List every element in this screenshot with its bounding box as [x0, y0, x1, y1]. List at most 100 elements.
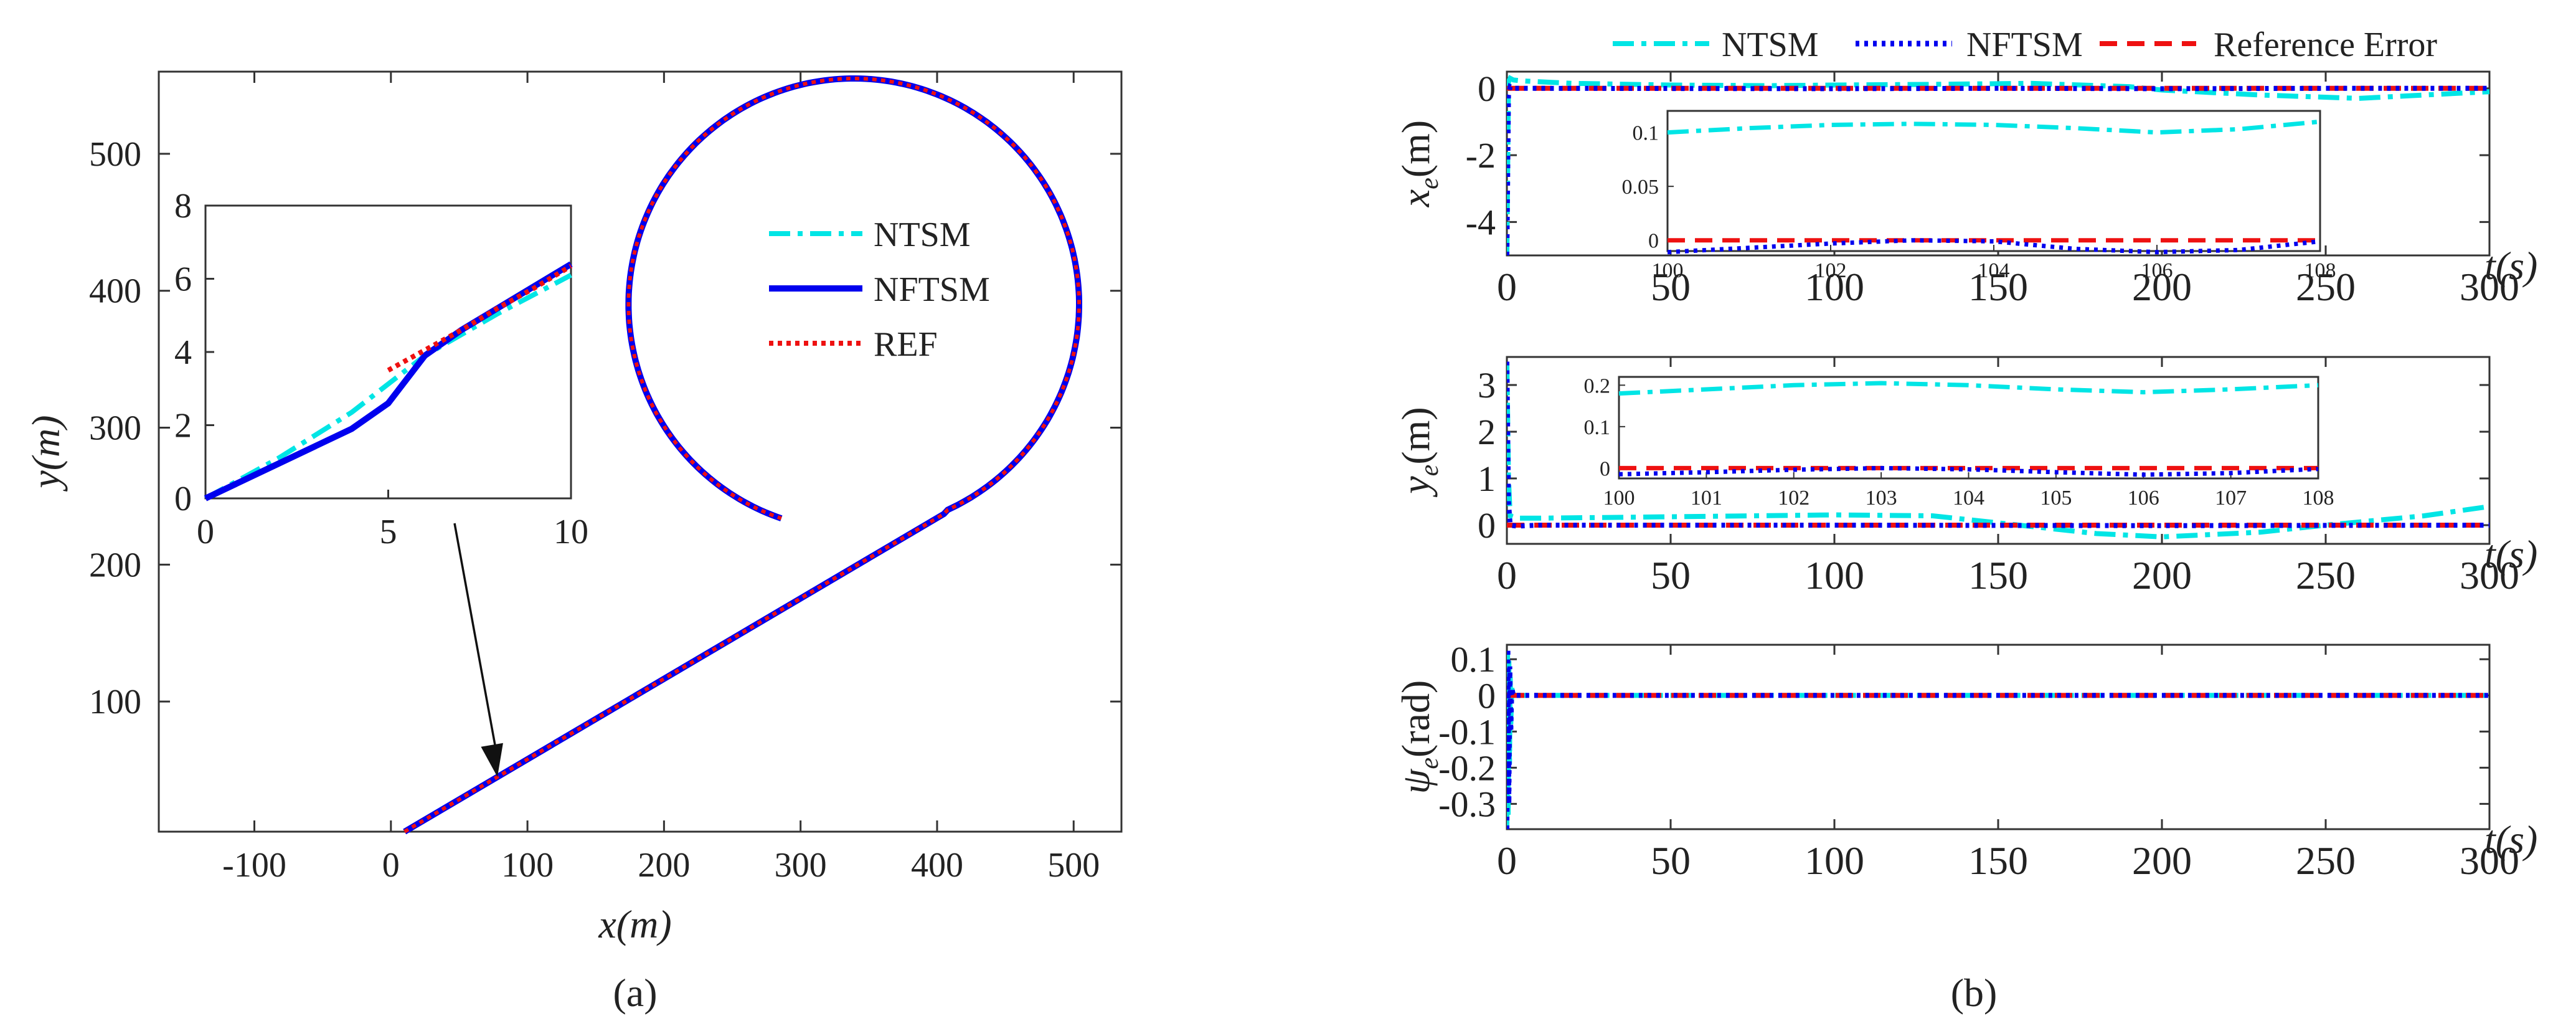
- ye-subplot: 0 50 100 150 200 250 300 0 1 2 3 ye(m) t(s) 100 101 102…: [1394, 356, 2537, 597]
- y-tick-label: 1: [1478, 459, 1496, 499]
- y-tick-label: 100: [89, 683, 141, 721]
- x-tick-label: 50: [1651, 265, 1691, 309]
- x-tick-label: 0: [1497, 553, 1517, 597]
- inset-line-ref: [387, 264, 573, 373]
- x-tick-label: 100: [501, 846, 554, 885]
- x-tick-label: 250: [2296, 265, 2356, 309]
- trajectory-inset-box: [204, 204, 572, 500]
- inset-x-tick-label: 102: [1778, 487, 1809, 510]
- inset-x-tick-label: 100: [1603, 487, 1635, 510]
- x-tick-label: 200: [2132, 553, 2192, 597]
- legend-label-reference-error: Reference Error: [2214, 26, 2437, 64]
- y-tick-label: 300: [89, 409, 141, 448]
- x-tick-label: 400: [911, 846, 963, 885]
- zoom-arrow-head: [481, 743, 503, 777]
- y-tick-label: -0.2: [1438, 748, 1496, 788]
- y-tick-label: 2: [1478, 412, 1496, 452]
- panel-b-label: (b): [1951, 971, 1998, 1015]
- xe-line-ntsm: [1507, 75, 2489, 255]
- ye-y-axis-label: ye(m): [1394, 407, 1444, 497]
- inset-x-tick-label: 106: [2128, 487, 2159, 510]
- ye-inset-line-nftsm: [1618, 465, 2319, 477]
- y-tick-label: -4: [1466, 202, 1496, 242]
- inset-y-tick-label: 8: [174, 187, 192, 226]
- x-tick-label: 250: [2296, 553, 2356, 597]
- y-axis-label: y(m): [24, 415, 68, 492]
- inset-line-ntsm: [204, 273, 572, 501]
- x-tick-label: 100: [1805, 839, 1864, 883]
- y-tick-label: 500: [89, 135, 141, 174]
- inset-y-tick-label: 0.1: [1584, 416, 1611, 439]
- inset-y-tick-label: 4: [174, 333, 192, 372]
- trajectory-line-ref: [403, 77, 1081, 834]
- inset-line-nftsm: [204, 261, 573, 501]
- inset-x-tick-label: 106: [2141, 259, 2173, 282]
- inset-x-tick-label: 107: [2215, 487, 2247, 510]
- legend-label-nftsm: NFTSM: [1966, 26, 2083, 64]
- xe-inset-line-ntsm: [1667, 119, 2321, 135]
- inset-y-tick-label: 0.1: [1633, 122, 1659, 145]
- ye-inset-box: [1618, 376, 2319, 480]
- inset-y-tick-label: 0: [174, 480, 192, 518]
- inset-x-tick-label: 100: [1652, 259, 1684, 282]
- x-tick-label: 100: [1805, 553, 1864, 597]
- y-tick-label: -2: [1466, 135, 1496, 176]
- x-tick-label: 0: [1497, 265, 1517, 309]
- x-tick-label: 200: [2132, 839, 2192, 883]
- x-tick-label: 250: [2296, 839, 2356, 883]
- x-tick-label: 200: [2132, 265, 2192, 309]
- x-tick-label: 100: [1805, 265, 1864, 309]
- x-tick-label: 150: [1968, 265, 2028, 309]
- x-tick-label: 50: [1651, 553, 1691, 597]
- psie-line-nftsm: [1507, 648, 2489, 829]
- inset-x-tick-label: 108: [2303, 487, 2334, 510]
- xe-inset-box: [1666, 110, 2321, 252]
- legend-label-ntsm: NTSM: [874, 216, 971, 254]
- x-axis-label: x(m): [598, 902, 671, 946]
- x-tick-label: 0: [382, 846, 400, 885]
- psie-axes-box: [1506, 644, 2491, 830]
- inset-y-tick-label: 6: [174, 260, 192, 299]
- x-tick-label: 300: [2460, 553, 2519, 597]
- x-tick-label: 150: [1968, 553, 2028, 597]
- ye-line-nftsm: [1507, 361, 2489, 529]
- psie-curves: [1507, 648, 2489, 829]
- inset-x-tick-label: 0: [197, 513, 214, 551]
- ye-curves: [1507, 361, 2489, 539]
- psie-y-axis-label: ψe(rad): [1394, 680, 1444, 794]
- x-tick-label: 300: [2460, 265, 2519, 309]
- x-tick-label: -100: [222, 846, 286, 885]
- error-panel: NTSM NFTSM Reference Error 0 50 100 150 200 250…: [1394, 26, 2537, 1015]
- inset-x-tick-label: 101: [1691, 487, 1722, 510]
- psie-x-axis-label: t(s): [2484, 817, 2537, 862]
- zoom-arrow: [453, 523, 499, 759]
- inset-x-tick-label: 103: [1866, 487, 1897, 510]
- inset-y-tick-label: 0.05: [1622, 176, 1659, 199]
- y-tick-label: 3: [1478, 365, 1496, 406]
- y-tick-label: -0.3: [1438, 784, 1496, 824]
- inset-x-tick-label: 108: [2305, 259, 2336, 282]
- inset-x-tick-label: 102: [1815, 259, 1847, 282]
- x-tick-label: 200: [638, 846, 690, 885]
- y-tick-label: 400: [89, 272, 141, 311]
- inset-x-tick-label: 105: [2040, 487, 2072, 510]
- inset-x-tick-label: 104: [1978, 259, 2010, 282]
- y-tick-label: 0.1: [1451, 639, 1496, 680]
- x-tick-label: 300: [2460, 839, 2519, 883]
- xe-x-axis-label: t(s): [2484, 244, 2537, 288]
- legend-label-ntsm: NTSM: [1722, 26, 1819, 64]
- inset-y-tick-label: 0.2: [1584, 374, 1611, 397]
- legend-label-ref: REF: [874, 325, 938, 364]
- inset-x-tick-label: 104: [1953, 487, 1984, 510]
- y-tick-label: 200: [89, 546, 141, 584]
- inset-y-tick-label: 0: [1600, 457, 1610, 480]
- x-tick-label: 50: [1651, 839, 1691, 883]
- inset-x-tick-label: 10: [554, 513, 588, 551]
- y-tick-label: 0: [1478, 505, 1496, 546]
- legend-label-nftsm: NFTSM: [874, 270, 990, 309]
- x-tick-label: 150: [1968, 839, 2028, 883]
- xe-curves: [1507, 75, 2489, 255]
